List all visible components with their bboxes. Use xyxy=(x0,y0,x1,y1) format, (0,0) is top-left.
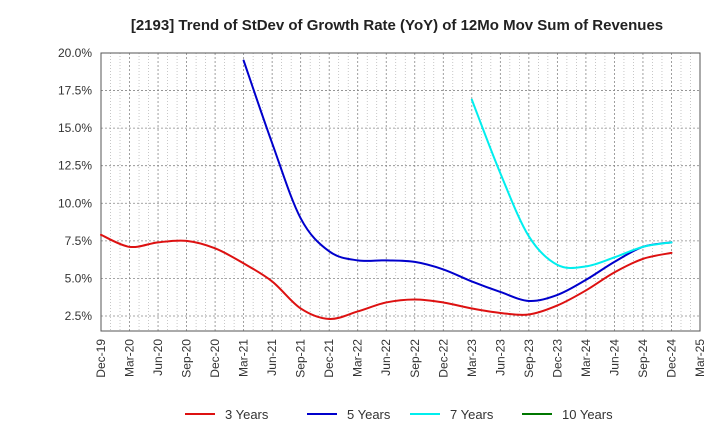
legend: 3 Years 5 Years 7 Years 10 Years xyxy=(185,407,613,422)
y-tick-label: 12.5% xyxy=(58,159,92,173)
plot-area xyxy=(101,53,700,331)
x-tick-label: Sep-24 xyxy=(636,339,650,378)
plot-background xyxy=(101,53,700,331)
x-tick-label: Mar-23 xyxy=(465,339,479,377)
x-tick-label: Jun-20 xyxy=(151,339,165,376)
chart-title: [2193] Trend of StDev of Growth Rate (Yo… xyxy=(131,17,663,34)
legend-label-5-years: 5 Years xyxy=(347,407,391,422)
series-line-7-years xyxy=(470,98,673,269)
axes xyxy=(100,52,701,332)
x-tick-label: Sep-22 xyxy=(408,339,422,378)
y-tick-label: 5.0% xyxy=(65,271,93,285)
x-tick-label: Mar-21 xyxy=(237,339,251,377)
x-tick-label: Dec-22 xyxy=(436,339,450,378)
x-tick-label: Dec-21 xyxy=(322,339,336,378)
legend-label-10-years: 10 Years xyxy=(562,407,613,422)
x-tick-label: Sep-23 xyxy=(522,339,536,378)
x-tick-label: Dec-20 xyxy=(208,339,222,378)
x-tick-label: Dec-24 xyxy=(664,339,678,378)
gridlines xyxy=(101,52,700,331)
x-tick-label: Dec-23 xyxy=(550,339,564,378)
x-tick-label: Dec-19 xyxy=(94,339,108,378)
y-tick-label: 10.0% xyxy=(58,196,92,210)
y-tick-label: 2.5% xyxy=(65,309,93,323)
x-tick-label: Jun-22 xyxy=(379,339,393,376)
x-tick-label: Mar-24 xyxy=(579,339,593,377)
x-tick-label: Sep-20 xyxy=(180,339,194,378)
legend-label-3-years: 3 Years xyxy=(225,407,269,422)
y-tick-label: 15.0% xyxy=(58,121,92,135)
y-tick-label: 7.5% xyxy=(65,234,93,248)
series-line-5-years xyxy=(242,59,673,302)
x-tick-label: Jun-24 xyxy=(607,339,621,376)
y-tick-label: 20.0% xyxy=(58,46,92,60)
y-tick-labels: 2.5% 5.0% 7.5% 10.0% 12.5% 15.0% 17.5% 20.0% xyxy=(58,46,92,323)
y-tick-label: 17.5% xyxy=(58,84,92,98)
plot-frame xyxy=(100,52,701,332)
x-tick-label: Jun-23 xyxy=(493,339,507,376)
x-tick-label: Mar-22 xyxy=(351,339,365,377)
x-tick-label: Jun-21 xyxy=(265,339,279,376)
legend-label-7-years: 7 Years xyxy=(450,407,494,422)
series-lines xyxy=(100,59,673,320)
x-tick-label: Sep-21 xyxy=(294,339,308,378)
x-tick-labels: Dec-19 Mar-20 Jun-20 Sep-20 Dec-20 Mar-21 Jun-… xyxy=(94,339,707,378)
x-tick-label: Mar-20 xyxy=(123,339,137,377)
x-tick-label: Mar-25 xyxy=(693,339,707,377)
series-line-3-years xyxy=(100,233,673,320)
